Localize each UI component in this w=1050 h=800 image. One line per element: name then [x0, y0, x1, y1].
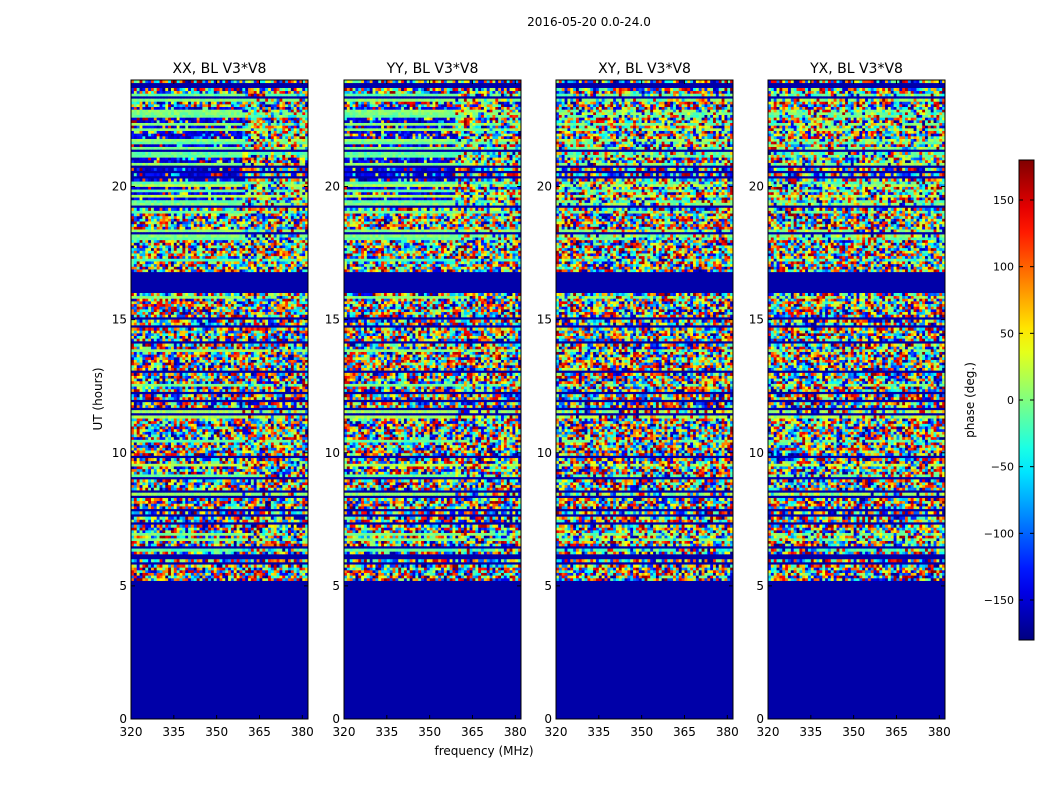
x-tick-label: 365 — [461, 725, 484, 739]
colorbar-tick-label: −50 — [991, 461, 1014, 474]
figure-suptitle: 2016-05-20 0.0-24.0 — [527, 15, 651, 29]
x-tick-label: 335 — [375, 725, 398, 739]
y-tick-label: 0 — [756, 712, 764, 726]
panel-title: XX, BL V3*V8 — [173, 61, 267, 77]
y-tick-label: 10 — [112, 446, 127, 460]
colorbar-tick-label: 50 — [1000, 327, 1014, 340]
x-tick-label: 350 — [418, 725, 441, 739]
phase-image — [344, 80, 521, 719]
panel-frame — [130, 79, 309, 720]
x-tick-label: 365 — [885, 725, 908, 739]
colorbar-gradient — [1019, 160, 1034, 640]
y-tick-label: 5 — [756, 579, 764, 593]
panel-frame — [555, 79, 734, 720]
x-tick-label: 335 — [799, 725, 822, 739]
y-tick-label: 5 — [119, 579, 127, 593]
panel-3: XY, BL V3*V8 320 335 350 365 380 0 5 10 15 20 — [537, 61, 739, 739]
y-tick-label: 5 — [544, 579, 552, 593]
y-tick-label: 15 — [749, 313, 764, 327]
x-axis-label: frequency (MHz) — [434, 744, 533, 758]
panel-title: YX, BL V3*V8 — [809, 61, 903, 77]
y-tick-label: 0 — [544, 712, 552, 726]
x-tick-label: 335 — [162, 725, 185, 739]
x-tick-label: 380 — [928, 725, 951, 739]
panel-frame — [343, 79, 522, 720]
panel-2: YY, BL V3*V8 320 335 350 365 380 0 5 10 15 20 — [325, 61, 527, 739]
x-tick-label: 365 — [248, 725, 271, 739]
y-tick-label: 0 — [332, 712, 340, 726]
x-tick-label: 320 — [757, 725, 780, 739]
x-tick-label: 380 — [504, 725, 527, 739]
y-tick-label: 10 — [325, 446, 340, 460]
panel-frame — [767, 79, 946, 720]
x-tick-label: 320 — [333, 725, 356, 739]
y-tick-label: 5 — [332, 579, 340, 593]
phase-image — [131, 80, 308, 719]
colorbar-label: phase (deg.) — [963, 362, 977, 438]
panel-title: XY, BL V3*V8 — [598, 61, 691, 77]
x-tick-label: 380 — [291, 725, 314, 739]
colorbar: −150 −100 −50 0 50 100 150 — [984, 159, 1035, 641]
phase-image — [556, 80, 733, 719]
colorbar-tick-label: 0 — [1007, 394, 1014, 407]
x-tick-label: 365 — [673, 725, 696, 739]
y-tick-label: 20 — [325, 180, 340, 194]
colorbar-tick-label: −150 — [984, 594, 1014, 607]
y-tick-label: 15 — [325, 313, 340, 327]
x-tick-label: 350 — [630, 725, 653, 739]
y-tick-label: 20 — [112, 180, 127, 194]
y-axis-label: UT (hours) — [91, 367, 105, 430]
panel-title: YY, BL V3*V8 — [386, 61, 479, 77]
y-tick-label: 0 — [119, 712, 127, 726]
x-tick-label: 320 — [545, 725, 568, 739]
colorbar-tick-label: −100 — [984, 527, 1014, 540]
y-tick-label: 10 — [749, 446, 764, 460]
x-tick-label: 350 — [205, 725, 228, 739]
panel-1: XX, BL V3*V8 320 335 350 365 380 0 5 10 15 20 — [112, 61, 314, 739]
y-tick-label: 10 — [537, 446, 552, 460]
colorbar-tick-label: 100 — [993, 261, 1014, 274]
y-tick-label: 15 — [112, 313, 127, 327]
x-tick-label: 350 — [842, 725, 865, 739]
panel-4: YX, BL V3*V8 320 335 350 365 380 0 5 10 15 20 — [749, 61, 951, 739]
colorbar-tick-label: 150 — [993, 194, 1014, 207]
phase-image — [768, 80, 945, 719]
y-tick-label: 20 — [749, 180, 764, 194]
y-tick-label: 15 — [537, 313, 552, 327]
x-tick-label: 320 — [120, 725, 143, 739]
x-tick-label: 335 — [587, 725, 610, 739]
y-tick-label: 20 — [537, 180, 552, 194]
x-tick-label: 380 — [716, 725, 739, 739]
